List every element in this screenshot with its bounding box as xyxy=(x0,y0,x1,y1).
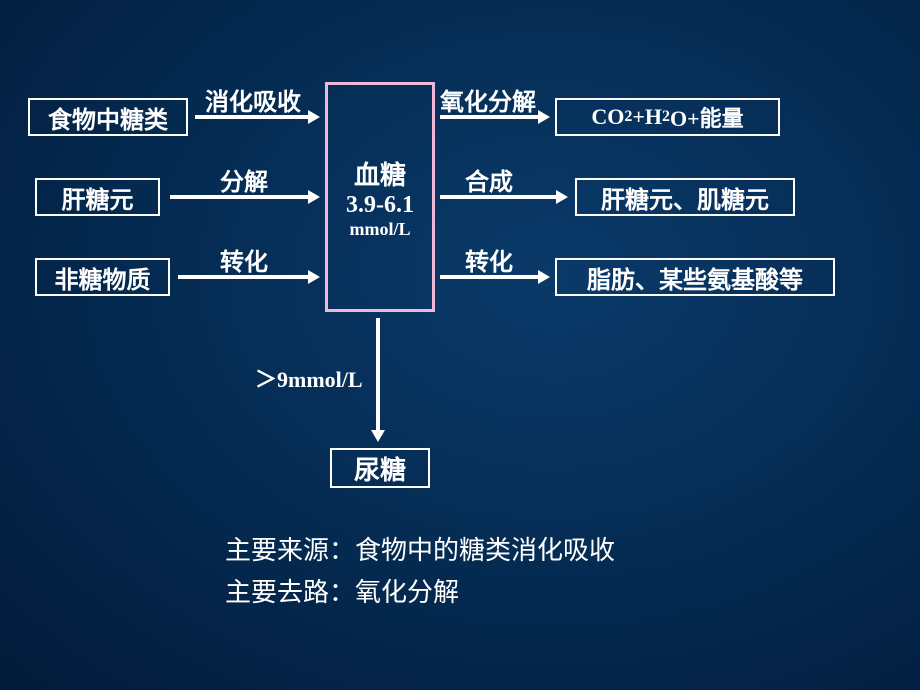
arrow-out-2-head xyxy=(538,270,550,284)
arrow-in-1-head xyxy=(308,190,320,204)
arrow-in-0-label: 消化吸收 xyxy=(205,82,301,117)
center-range: 3.9-6.1 xyxy=(346,192,414,219)
arrow-out-1-label: 合成 xyxy=(465,162,513,197)
right-box-0: CO2+H2O+能量 xyxy=(555,98,780,136)
center-title: 血糖 xyxy=(354,155,406,192)
right-box-1: 肝糖元、肌糖元 xyxy=(575,178,795,216)
bottom-box: 尿糖 xyxy=(330,448,430,488)
left-box-0: 食物中糖类 xyxy=(28,98,188,136)
arrow-in-2-label: 转化 xyxy=(220,242,268,277)
arrow-out-0-label: 氧化分解 xyxy=(440,82,536,117)
arrow-in-1-label: 分解 xyxy=(220,162,268,197)
arrow-out-1-head xyxy=(556,190,568,204)
arrow-in-2-head xyxy=(308,270,320,284)
down-arrow-head xyxy=(371,430,385,442)
summary-line-0: 主要来源：食物中的糖类消化吸收 xyxy=(225,530,615,567)
left-box-1: 肝糖元 xyxy=(35,178,160,216)
left-box-2: 非糖物质 xyxy=(35,258,170,296)
arrow-out-2-label: 转化 xyxy=(465,242,513,277)
center-unit: mmol/L xyxy=(350,219,411,240)
summary-line-1: 主要去路：氧化分解 xyxy=(225,572,459,609)
down-arrow-line xyxy=(376,318,380,432)
arrow-in-0-head xyxy=(308,110,320,124)
center-box: 血糖 3.9-6.1 mmol/L xyxy=(325,82,435,312)
down-arrow-label: ＞9mmol/L xyxy=(255,362,363,394)
arrow-out-0-head xyxy=(538,110,550,124)
right-box-2: 脂肪、某些氨基酸等 xyxy=(555,258,835,296)
bottom-box-label: 尿糖 xyxy=(354,450,406,487)
